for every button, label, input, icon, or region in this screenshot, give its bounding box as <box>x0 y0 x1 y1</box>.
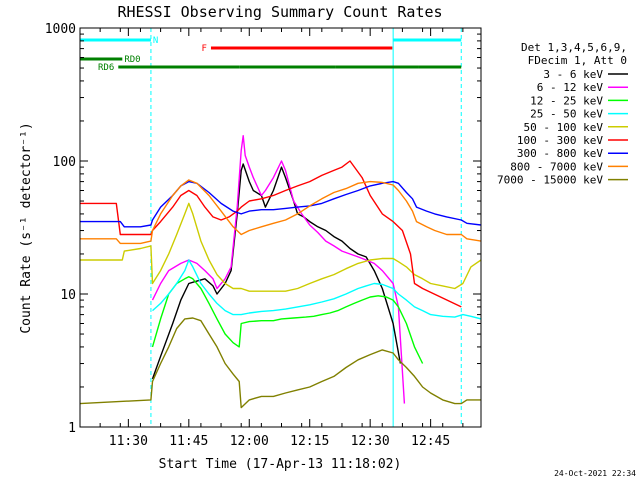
series-line-4 <box>80 202 481 292</box>
x-tick-label: 11:30 <box>109 434 148 449</box>
plot-frame <box>79 27 482 428</box>
legend-label: 25 - 50 keV <box>530 108 603 121</box>
series-line-1 <box>151 135 406 404</box>
x-tick-label: 12:30 <box>351 434 390 449</box>
legend-label: 3 - 6 keV <box>543 68 603 81</box>
legend-label: 6 - 12 keV <box>537 81 604 94</box>
series-layer <box>80 135 481 409</box>
y-tick-label: 1000 <box>45 22 76 37</box>
series-line-3 <box>152 259 481 320</box>
y-tick-label: 1 <box>68 421 76 436</box>
x-tick-label: 11:45 <box>169 434 208 449</box>
chart-title: RHESSI Observing Summary Count Rates <box>117 3 442 21</box>
y-tick-label: 100 <box>53 155 76 170</box>
series-line-7 <box>80 179 481 245</box>
x-axis: 11:30 11:45 12:00 12:15 12:30 12:45 <box>79 28 464 449</box>
y-axis-label: Count Rate (s⁻¹ detector⁻¹) <box>19 122 34 333</box>
x-tick-label: 12:00 <box>230 434 269 449</box>
x-axis-label: Start Time (17-Apr-13 11:18:02) <box>159 457 402 472</box>
x-tick-label: 12:15 <box>290 434 329 449</box>
series-line-5 <box>80 160 462 308</box>
series-line-8 <box>80 317 481 409</box>
legend-label: 7000 - 15000 keV <box>497 174 603 187</box>
series-line-6 <box>80 180 481 228</box>
flag-rd6-label: RD6 <box>98 63 114 73</box>
legend-label: 300 - 800 keV <box>517 147 603 160</box>
legend-label: 50 - 100 keV <box>524 121 604 134</box>
flag-n-label: N <box>153 36 158 46</box>
x-tick-label: 12:45 <box>411 434 450 449</box>
flag-rd0-label: RD0 <box>124 55 140 65</box>
series-line-2 <box>151 276 424 364</box>
legend-label: 100 - 300 keV <box>517 134 603 147</box>
y-axis: 1 10 100 1000 <box>45 22 481 436</box>
legend: Det 1,3,4,5,6,9, FDecim 1, Att 0 3 - 6 k… <box>497 41 628 187</box>
legend-header-line-1: Det 1,3,4,5,6,9, <box>521 41 627 54</box>
flag-f-label: F <box>202 44 207 54</box>
legend-header-line-2: FDecim 1, Att 0 <box>528 54 627 67</box>
legend-label: 800 - 7000 keV <box>510 160 603 173</box>
flag-bars: N F RD0 RD6 <box>80 36 462 73</box>
series-line-0 <box>151 163 402 380</box>
legend-label: 12 - 25 keV <box>530 94 603 107</box>
timestamp: 24-Oct-2021 22:34 <box>554 469 636 478</box>
y-tick-label: 10 <box>60 288 76 303</box>
